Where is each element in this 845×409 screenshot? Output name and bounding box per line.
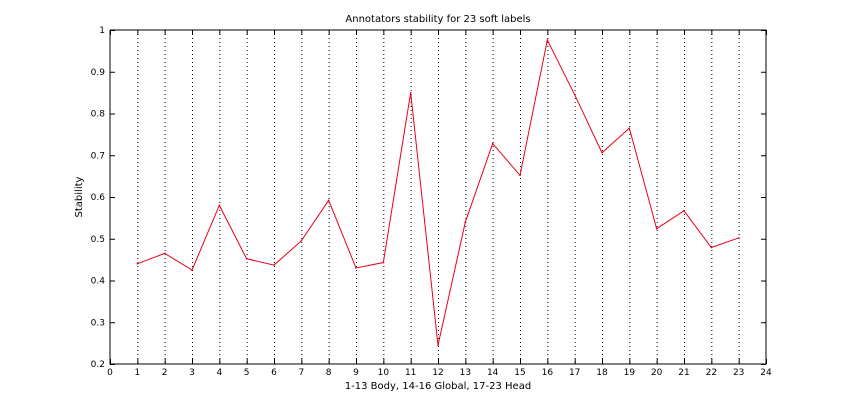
x-tick-label: 14 <box>487 368 499 378</box>
data-point <box>573 93 576 96</box>
data-point <box>327 199 330 202</box>
x-tick-label: 13 <box>460 368 471 378</box>
x-tick-label: 0 <box>107 368 113 378</box>
data-point <box>163 252 166 255</box>
x-tick-label: 24 <box>760 368 772 378</box>
data-point <box>710 246 713 249</box>
data-point <box>409 91 412 94</box>
x-tick-label: 19 <box>624 368 636 378</box>
y-tick-label: 0.5 <box>91 235 105 245</box>
data-point <box>245 257 248 260</box>
data-point <box>491 142 494 145</box>
data-point <box>464 221 467 223</box>
x-tick-label: 17 <box>569 368 580 378</box>
x-tick-label: 16 <box>542 368 554 378</box>
y-tick-labels: 0.2 0.3 0.4 0.5 0.6 0.7 0.8 0.9 1 <box>91 26 106 370</box>
y-tick-label: 0.2 <box>91 360 105 370</box>
data-point <box>628 127 631 129</box>
y-tick-label: 0.7 <box>91 151 105 161</box>
y-tick-label: 0.6 <box>91 193 106 203</box>
y-tick-label: 1 <box>99 26 105 36</box>
x-tick-label: 9 <box>353 368 359 378</box>
y-tick-label: 0.3 <box>91 318 105 328</box>
x-tick-label: 12 <box>432 368 443 378</box>
data-point <box>382 261 385 264</box>
x-tick-labels: 0 1 2 3 4 5 6 7 8 9 10 11 12 13 14 15 16 17 18 19 20 21 22 23 24 <box>107 368 772 378</box>
x-tick-label: 20 <box>651 368 663 378</box>
x-tick-label: 8 <box>326 368 332 378</box>
data-point <box>546 39 549 41</box>
x-tick-label: 1 <box>134 368 140 378</box>
y-tick-label: 0.8 <box>91 110 106 120</box>
y-tick-label: 0.4 <box>91 277 106 287</box>
data-point <box>218 204 221 207</box>
series-layer <box>136 38 740 347</box>
y-tick-label: 0.9 <box>91 68 106 78</box>
data-point <box>601 151 603 154</box>
data-point <box>300 240 303 242</box>
x-tick-label: 4 <box>216 368 222 378</box>
x-axis-label: 1-13 Body, 14-16 Global, 17-23 Head <box>345 381 531 392</box>
x-tick-label: 5 <box>244 368 250 378</box>
x-tick-label: 10 <box>378 368 390 378</box>
chart-title: Annotators stability for 23 soft labels <box>345 14 530 25</box>
x-tick-label: 2 <box>162 368 168 378</box>
data-point <box>519 174 521 177</box>
axis-ticks <box>110 30 767 365</box>
data-point <box>737 237 740 239</box>
x-tick-label: 3 <box>189 368 195 378</box>
data-point <box>191 269 193 271</box>
x-tick-label: 18 <box>596 368 608 378</box>
x-tick-label: 6 <box>271 368 277 378</box>
data-point <box>273 264 275 266</box>
data-point <box>136 263 139 265</box>
data-point <box>437 344 439 347</box>
data-point <box>683 209 685 212</box>
x-tick-label: 22 <box>706 368 717 378</box>
data-point <box>355 267 357 269</box>
data-point <box>655 227 658 230</box>
x-tick-label: 11 <box>405 368 416 378</box>
y-axis-label: Stability <box>74 176 85 217</box>
x-tick-label: 21 <box>678 368 689 378</box>
x-tick-label: 7 <box>298 368 304 378</box>
x-tick-label: 23 <box>733 368 744 378</box>
x-tick-label: 15 <box>514 368 525 378</box>
